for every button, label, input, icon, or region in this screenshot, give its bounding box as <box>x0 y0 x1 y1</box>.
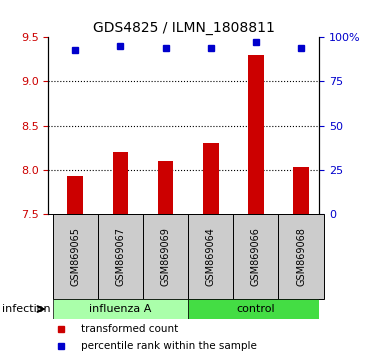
Text: control: control <box>237 304 275 314</box>
Text: transformed count: transformed count <box>81 324 178 333</box>
Text: GSM869065: GSM869065 <box>70 227 80 286</box>
Bar <box>98 214 143 299</box>
Bar <box>203 143 219 214</box>
Bar <box>248 55 264 214</box>
Text: GSM869067: GSM869067 <box>115 227 125 286</box>
Bar <box>188 214 233 299</box>
Bar <box>53 214 98 299</box>
Title: GDS4825 / ILMN_1808811: GDS4825 / ILMN_1808811 <box>93 21 275 35</box>
Bar <box>68 176 83 214</box>
Bar <box>278 214 324 299</box>
Bar <box>188 299 324 319</box>
Text: percentile rank within the sample: percentile rank within the sample <box>81 341 256 351</box>
Bar <box>233 214 278 299</box>
Text: GSM869066: GSM869066 <box>251 227 261 286</box>
Bar <box>293 167 309 214</box>
Bar <box>53 299 188 319</box>
Text: influenza A: influenza A <box>89 304 152 314</box>
Bar <box>112 152 128 214</box>
Text: GSM869068: GSM869068 <box>296 227 306 286</box>
Text: infection: infection <box>2 304 50 314</box>
Text: GSM869064: GSM869064 <box>206 227 216 286</box>
Bar <box>143 214 188 299</box>
Bar <box>158 161 174 214</box>
Text: GSM869069: GSM869069 <box>161 227 171 286</box>
